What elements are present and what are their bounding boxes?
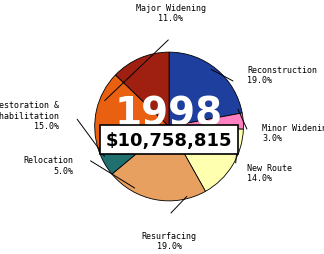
Wedge shape — [169, 127, 243, 192]
Text: Reconstruction
19.0%: Reconstruction 19.0% — [247, 66, 317, 85]
Text: New Route
14.0%: New Route 14.0% — [247, 163, 292, 183]
Wedge shape — [169, 53, 242, 127]
Text: $10,758,815: $10,758,815 — [106, 131, 232, 149]
Text: 1998: 1998 — [115, 95, 223, 133]
Wedge shape — [95, 76, 169, 151]
Text: Restoration &
Rehabilitation
15.0%: Restoration & Rehabilitation 15.0% — [0, 101, 59, 131]
Wedge shape — [169, 114, 243, 130]
Text: Major Widening
11.0%: Major Widening 11.0% — [135, 4, 205, 23]
Wedge shape — [99, 127, 169, 174]
Wedge shape — [116, 53, 169, 127]
Text: Relocation
5.0%: Relocation 5.0% — [24, 156, 74, 175]
Wedge shape — [112, 127, 205, 201]
Text: Resurfacing
19.0%: Resurfacing 19.0% — [142, 231, 197, 250]
Text: Minor Widening
3.0%: Minor Widening 3.0% — [262, 123, 324, 142]
